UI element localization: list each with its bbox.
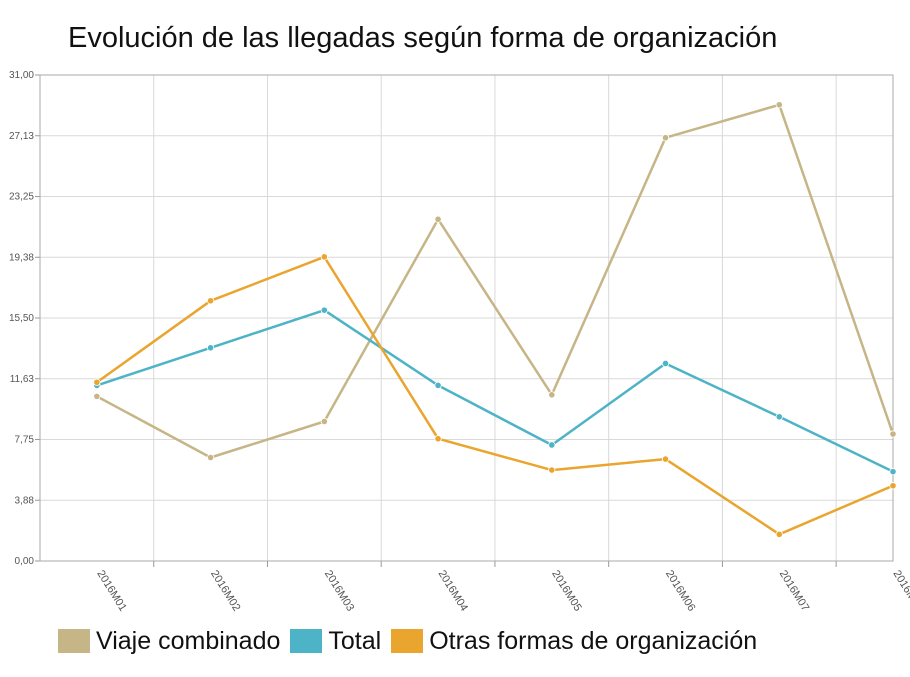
data-point (320, 417, 328, 426)
legend-label-otras-formas: Otras formas de organización (429, 626, 758, 655)
data-point (207, 344, 215, 352)
data-point (93, 378, 101, 386)
data-point (889, 468, 897, 476)
y-tick-label: 7,75 (15, 435, 35, 446)
data-point (775, 530, 783, 538)
legend-swatch-otras-formas (391, 629, 424, 653)
data-point (434, 381, 442, 390)
data-point (207, 297, 215, 305)
data-point (661, 359, 670, 368)
x-tick-label: 2016M03 (322, 568, 356, 613)
data-point (320, 253, 328, 261)
legend-item-viaje-combinado[interactable]: Viaje combinado (58, 627, 280, 656)
x-tick-label: 2016M06 (663, 568, 697, 613)
chart-legend: Viaje combinado Total Otras formas de or… (58, 624, 767, 658)
data-point (889, 482, 897, 490)
data-point (775, 413, 783, 421)
legend-item-total[interactable]: Total (290, 627, 381, 656)
y-tick-label: 11,63 (10, 374, 35, 385)
y-tick-label: 19,38 (9, 252, 34, 263)
y-tick-label: 15,50 (9, 313, 34, 324)
x-tick-label: 2016M05 (549, 568, 583, 613)
series-line-0 (95, 103, 895, 459)
x-tick-label: 2016M07 (777, 568, 811, 613)
data-point (548, 466, 556, 474)
data-point (548, 391, 556, 399)
plot-border (39, 74, 894, 562)
x-tick-label: 2016M08 (890, 568, 910, 613)
y-tick-label: 0,00 (15, 556, 35, 567)
data-point (320, 306, 328, 314)
x-tick-label: 2016M01 (94, 568, 128, 613)
legend-label-viaje-combinado: Viaje combinado (96, 626, 281, 655)
x-tick-label: 2016M02 (208, 568, 242, 613)
legend-swatch-total (290, 629, 323, 653)
data-point (434, 215, 442, 223)
data-point (775, 101, 783, 109)
data-point (93, 392, 101, 400)
series-line-1 (95, 308, 895, 473)
data-point (889, 430, 897, 438)
x-tick-label: 2016M04 (436, 568, 470, 613)
data-point (434, 435, 442, 443)
data-point (207, 453, 215, 462)
chart-title: Evolución de las llegadas según forma de… (68, 22, 778, 54)
y-tick-label: 3,88 (15, 495, 35, 506)
series-line-2 (95, 255, 895, 536)
y-tick-label: 31,00 (9, 70, 34, 81)
data-point (661, 134, 670, 142)
data-point (548, 441, 556, 449)
data-point (661, 455, 670, 463)
legend-label-total: Total (328, 626, 382, 655)
legend-swatch-viaje-combinado (58, 629, 90, 653)
y-tick-label: 23,25 (9, 192, 34, 203)
legend-item-otras-formas[interactable]: Otras formas de organización (391, 627, 757, 656)
y-tick-label: 27,13 (9, 131, 34, 142)
